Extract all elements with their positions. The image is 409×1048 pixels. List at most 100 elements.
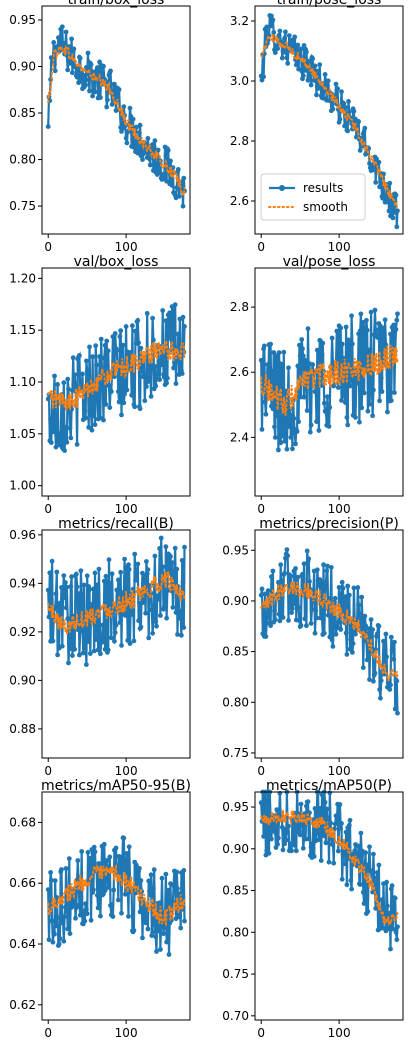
results-point <box>61 573 67 578</box>
results-point <box>134 570 140 576</box>
results-point <box>149 607 155 613</box>
results-point <box>263 411 269 417</box>
results-point <box>262 591 268 597</box>
results-point <box>95 647 101 653</box>
results-point <box>276 350 282 355</box>
results-point <box>70 653 75 658</box>
results-point <box>302 68 308 73</box>
results-point <box>179 632 184 638</box>
results-point <box>58 433 64 439</box>
results-point <box>297 618 302 623</box>
results-point <box>379 897 385 903</box>
results-point <box>175 359 180 364</box>
results-point <box>289 412 294 418</box>
y-tick-label: 3.2 <box>230 14 249 28</box>
results-point <box>385 926 391 932</box>
results-point <box>377 184 382 190</box>
results-point <box>159 571 165 576</box>
results-point <box>393 929 399 935</box>
results-point <box>395 311 400 317</box>
results-point <box>84 358 89 364</box>
results-point <box>130 323 135 329</box>
results-point <box>270 406 276 412</box>
results-point <box>116 399 122 405</box>
results-point <box>119 412 124 418</box>
results-point <box>346 109 352 115</box>
results-point <box>274 413 280 419</box>
results-point <box>68 435 74 441</box>
results-point <box>284 446 290 452</box>
results-point <box>55 915 60 920</box>
results-point <box>151 867 157 873</box>
results-point <box>387 180 393 186</box>
chart-title: train/box_loss <box>68 0 165 8</box>
results-point <box>375 335 381 341</box>
results-point <box>180 314 186 320</box>
results-point <box>289 848 294 854</box>
results-point <box>265 362 270 367</box>
results-point <box>356 602 361 608</box>
results-point <box>342 123 347 129</box>
results-point <box>157 900 163 906</box>
results-point <box>70 70 75 76</box>
results-point <box>170 605 176 610</box>
results-point <box>73 571 79 577</box>
results-point <box>176 914 182 920</box>
results-point <box>111 887 117 893</box>
results-point <box>332 826 337 832</box>
results-point <box>71 46 77 52</box>
results-point <box>318 579 324 585</box>
results-point <box>362 613 368 619</box>
results-point <box>113 108 119 113</box>
results-point <box>79 849 85 854</box>
results-point <box>325 563 330 569</box>
results-point <box>151 886 156 891</box>
results-point <box>148 590 154 596</box>
results-point <box>175 632 180 637</box>
results-point <box>338 826 344 831</box>
results-point <box>304 803 309 809</box>
results-point <box>153 934 159 940</box>
y-tick-label: 0.95 <box>222 543 249 557</box>
results-point <box>371 678 376 684</box>
results-point <box>392 639 397 645</box>
results-point <box>350 341 355 347</box>
results-point <box>46 614 52 620</box>
results-point <box>102 342 108 348</box>
results-point <box>85 639 91 645</box>
results-point <box>357 148 363 153</box>
y-tick-label: 0.90 <box>9 673 36 687</box>
results-point <box>181 868 187 873</box>
results-point <box>78 895 84 901</box>
results-point <box>353 415 358 420</box>
results-point <box>102 888 108 893</box>
results-point <box>283 837 289 843</box>
results-point <box>58 607 64 613</box>
results-point <box>314 92 319 98</box>
results-point <box>347 817 353 823</box>
results-point <box>324 568 330 574</box>
results-point <box>77 55 83 61</box>
results-point <box>304 548 310 554</box>
y-tick-label: 0.66 <box>9 876 36 890</box>
results-point <box>82 408 88 414</box>
results-point <box>143 610 149 616</box>
results-point <box>333 813 339 819</box>
results-point <box>161 925 167 931</box>
legend-smooth-label: smooth <box>303 200 348 214</box>
results-point <box>148 394 154 399</box>
results-point <box>124 387 130 393</box>
results-point <box>276 32 282 38</box>
results-point <box>48 877 54 883</box>
results-point <box>312 630 318 636</box>
results-point <box>91 413 96 418</box>
results-point <box>181 175 187 181</box>
x-tick-label: 100 <box>115 502 138 516</box>
results-point <box>143 372 149 378</box>
y-tick-label: 0.96 <box>9 528 36 542</box>
results-point <box>308 621 314 626</box>
results-point <box>50 638 56 644</box>
results-point <box>300 353 306 359</box>
legend-results-label: results <box>303 181 343 195</box>
results-point <box>329 842 335 847</box>
